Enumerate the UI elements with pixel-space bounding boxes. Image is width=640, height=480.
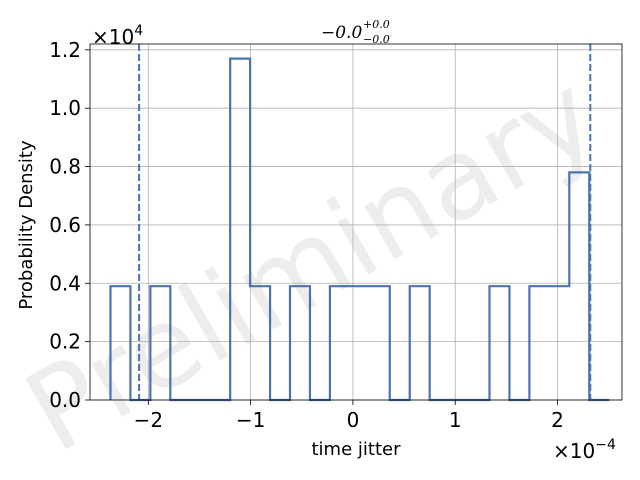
y-axis-multiplier: ×104 xyxy=(92,23,143,49)
x-tick-label: 0 xyxy=(347,408,360,432)
x-multiplier-base: ×10 xyxy=(553,439,595,463)
plot-frame xyxy=(89,43,623,401)
y-multiplier-base: ×10 xyxy=(92,25,134,49)
chart-title-upper-error: +0.0 xyxy=(363,18,390,31)
chart-title-lower-error: −0.0 xyxy=(363,33,390,46)
y-tick-label: 0.8 xyxy=(49,155,81,179)
x-tick-label: −1 xyxy=(236,408,265,432)
dashed-reference-lines xyxy=(138,44,592,400)
y-tick-label: 0.6 xyxy=(49,213,81,237)
x-axis-multiplier: ×10−4 xyxy=(553,437,616,463)
x-axis-label: time jitter xyxy=(312,439,402,460)
x-tick-label: −2 xyxy=(134,408,163,432)
y-multiplier-exponent: 4 xyxy=(134,23,143,39)
y-tick-label: 0.0 xyxy=(49,388,81,412)
y-tick-label: 0.4 xyxy=(49,271,81,295)
y-tick-label: 0.2 xyxy=(49,330,81,354)
x-multiplier-exponent: −4 xyxy=(595,437,616,453)
y-axis-label: Probability Density xyxy=(16,140,37,310)
y-tick-label: 1.0 xyxy=(49,96,81,120)
x-tick-label: 2 xyxy=(551,408,564,432)
axis-ticks: −2 −1 0 1 2 0.0 0.2 0.4 0.6 0.8 1.0 1.2 xyxy=(49,38,564,432)
y-tick-label: 1.2 xyxy=(49,38,81,62)
chart-title-value: −0.0 xyxy=(321,23,362,43)
x-tick-label: 1 xyxy=(449,408,462,432)
